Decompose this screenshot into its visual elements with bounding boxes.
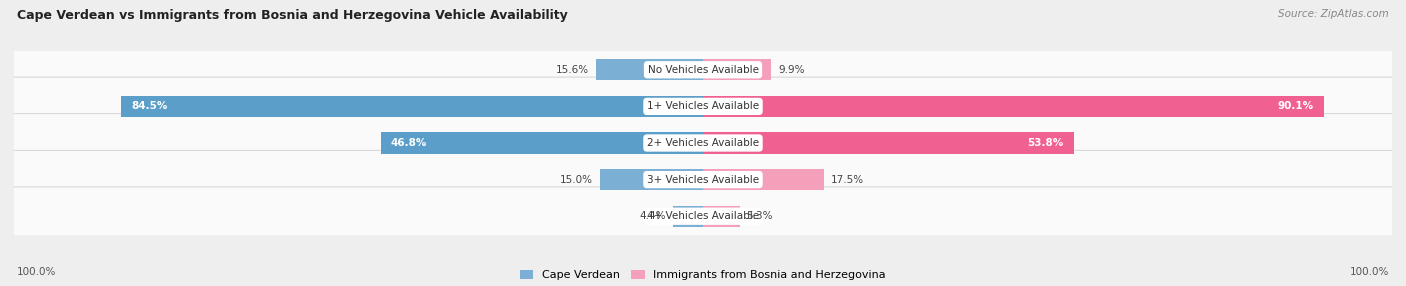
Text: 1+ Vehicles Available: 1+ Vehicles Available bbox=[647, 102, 759, 111]
Text: 15.6%: 15.6% bbox=[555, 65, 589, 75]
Text: 46.8%: 46.8% bbox=[391, 138, 427, 148]
Text: 2+ Vehicles Available: 2+ Vehicles Available bbox=[647, 138, 759, 148]
Text: 100.0%: 100.0% bbox=[17, 267, 56, 277]
Legend: Cape Verdean, Immigrants from Bosnia and Herzegovina: Cape Verdean, Immigrants from Bosnia and… bbox=[520, 270, 886, 281]
Text: 4+ Vehicles Available: 4+ Vehicles Available bbox=[647, 211, 759, 221]
Bar bbox=[381, 132, 703, 154]
Text: 3+ Vehicles Available: 3+ Vehicles Available bbox=[647, 175, 759, 184]
FancyBboxPatch shape bbox=[8, 77, 1398, 136]
Text: 15.0%: 15.0% bbox=[560, 175, 593, 184]
Text: 5.3%: 5.3% bbox=[747, 211, 773, 221]
FancyBboxPatch shape bbox=[8, 187, 1398, 245]
Bar bbox=[703, 96, 1323, 117]
Text: Source: ZipAtlas.com: Source: ZipAtlas.com bbox=[1278, 9, 1389, 19]
Text: 4.4%: 4.4% bbox=[640, 211, 666, 221]
Text: 90.1%: 90.1% bbox=[1277, 102, 1313, 111]
Text: 9.9%: 9.9% bbox=[778, 65, 804, 75]
Bar bbox=[703, 169, 824, 190]
Text: 53.8%: 53.8% bbox=[1026, 138, 1063, 148]
Bar bbox=[703, 206, 740, 227]
Bar bbox=[672, 206, 703, 227]
Text: Cape Verdean vs Immigrants from Bosnia and Herzegovina Vehicle Availability: Cape Verdean vs Immigrants from Bosnia a… bbox=[17, 9, 568, 21]
FancyBboxPatch shape bbox=[8, 114, 1398, 172]
FancyBboxPatch shape bbox=[8, 41, 1398, 99]
Bar bbox=[596, 59, 703, 80]
Bar bbox=[599, 169, 703, 190]
Text: 100.0%: 100.0% bbox=[1350, 267, 1389, 277]
Bar bbox=[703, 59, 772, 80]
Bar bbox=[121, 96, 703, 117]
Text: 84.5%: 84.5% bbox=[131, 102, 167, 111]
Bar bbox=[703, 132, 1074, 154]
FancyBboxPatch shape bbox=[8, 150, 1398, 209]
Text: No Vehicles Available: No Vehicles Available bbox=[648, 65, 758, 75]
Text: 17.5%: 17.5% bbox=[831, 175, 863, 184]
